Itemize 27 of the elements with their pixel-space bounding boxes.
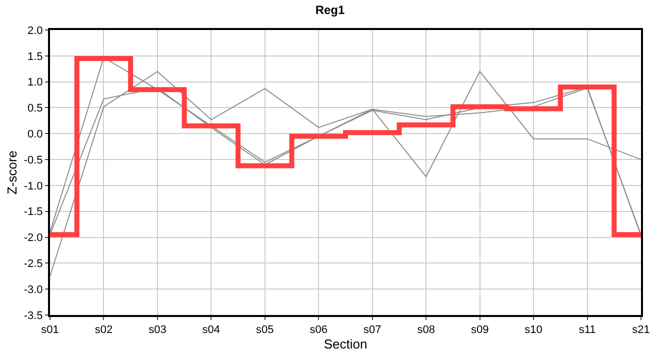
x-tick-label: s05 xyxy=(256,324,274,336)
y-tick-label: -0.5 xyxy=(24,154,43,166)
x-tick-label: s03 xyxy=(148,324,166,336)
y-tick-label: 1.0 xyxy=(28,76,43,89)
y-tick-label: -2.0 xyxy=(24,232,43,244)
y-tick-label: -2.5 xyxy=(24,258,43,270)
y-tick-label: -3.5 xyxy=(24,310,43,322)
y-tick-label: -1.0 xyxy=(24,180,43,192)
y-tick-label: 2.0 xyxy=(28,24,43,37)
x-tick-label: s07 xyxy=(363,324,382,336)
x-tick-label: s21 xyxy=(632,324,650,336)
y-tick-label: -3.0 xyxy=(24,284,43,296)
x-tick-label: s04 xyxy=(202,324,220,336)
y-tick-label: -1.5 xyxy=(24,206,43,218)
x-tick-label: s09 xyxy=(470,324,489,336)
x-axis-title: Section xyxy=(324,336,368,352)
x-tick-label: s01 xyxy=(41,324,59,336)
x-tick-label: s11 xyxy=(578,324,596,336)
x-tick-label: s02 xyxy=(94,324,113,336)
chart-title: Reg1 xyxy=(315,2,345,17)
x-tick-label: s08 xyxy=(417,324,435,336)
y-tick-label: 1.5 xyxy=(28,50,43,63)
x-tick-label: s06 xyxy=(310,324,328,336)
y-tick-label: 0.5 xyxy=(28,102,43,115)
x-tick-label: s10 xyxy=(524,324,542,336)
y-tick-label: 0.0 xyxy=(28,128,43,140)
y-axis-title: Z-score xyxy=(4,150,20,195)
